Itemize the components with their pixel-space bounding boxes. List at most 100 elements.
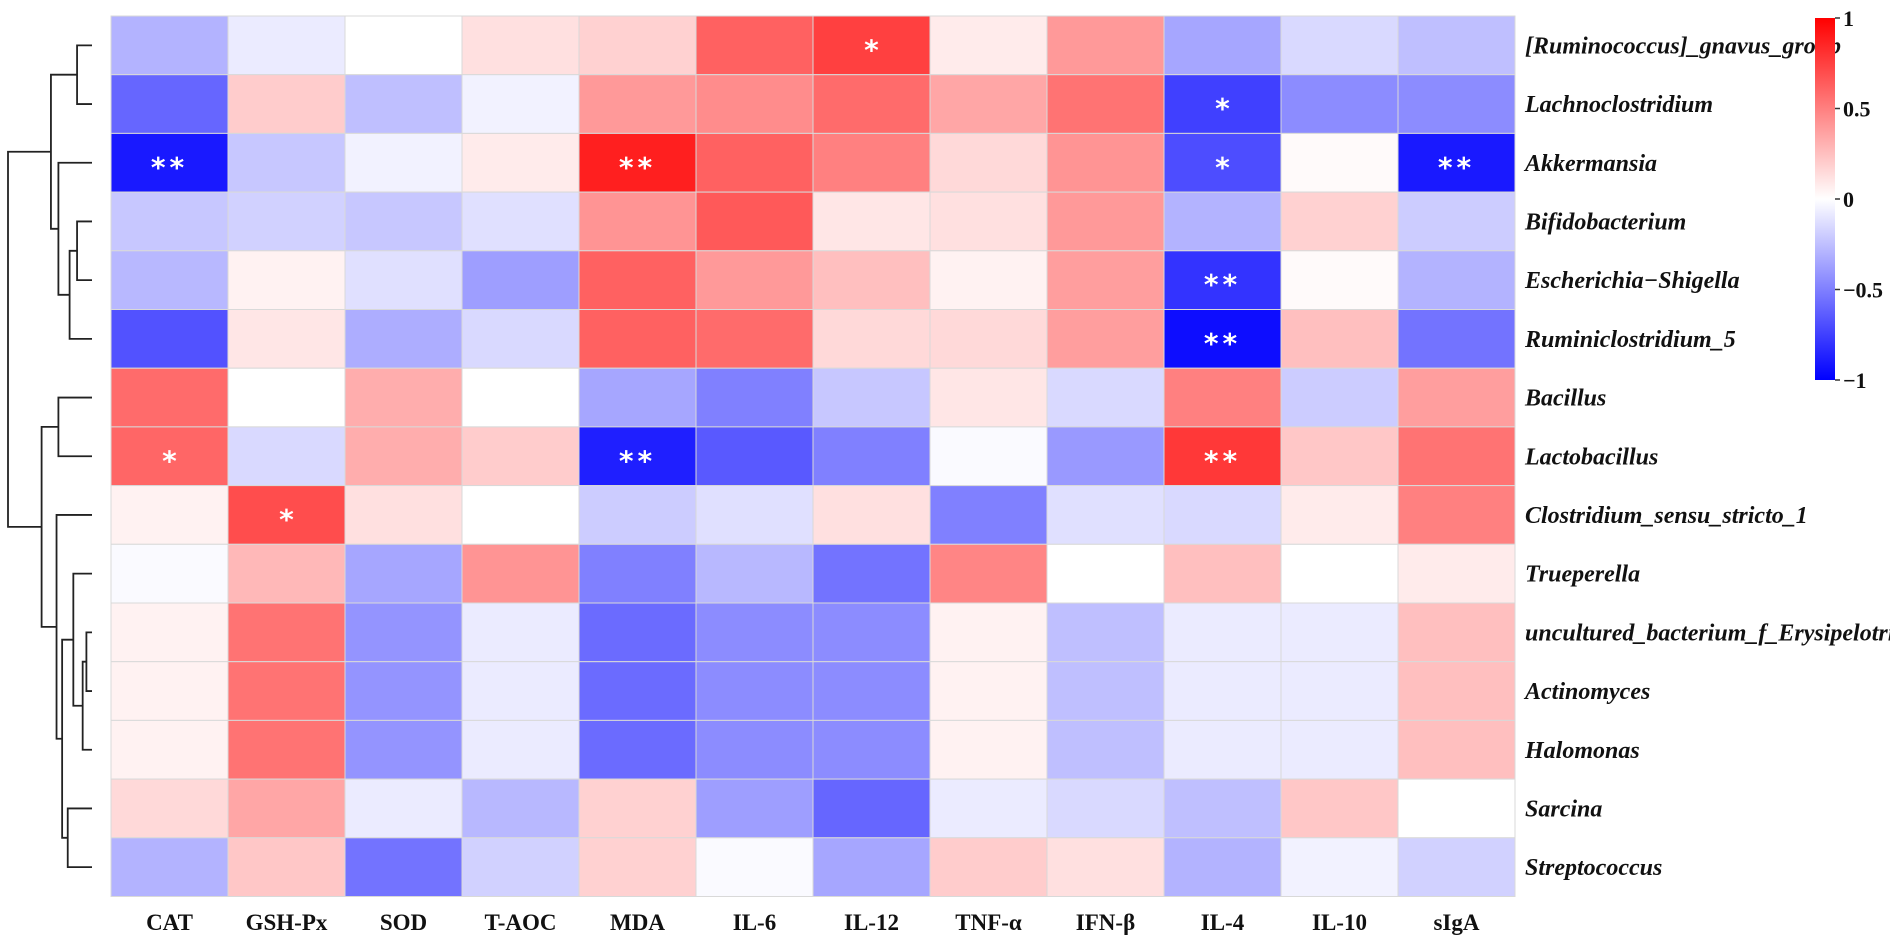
column-label: IFN-β (1076, 910, 1135, 935)
heatmap-cell (1046, 719, 1165, 780)
heatmap-cell (227, 837, 346, 897)
heatmap-cell (929, 309, 1048, 369)
row-labels: [Ruminococcus]_gnavus_group Lachnoclostri… (1523, 33, 1890, 881)
heatmap-cell (1397, 602, 1516, 663)
heatmap-cell (110, 74, 229, 134)
heatmap-cell (227, 719, 346, 780)
legend-tick-label: 1 (1843, 6, 1854, 31)
heatmap-cell (461, 778, 580, 839)
heatmap-cell (578, 191, 697, 252)
column-label: TNF-α (955, 910, 1022, 935)
heatmap-cell (578, 661, 697, 721)
heatmap-cell (1280, 426, 1399, 487)
heatmap-cell (1280, 132, 1399, 193)
heatmap-cell (812, 426, 931, 487)
heatmap-cell (1280, 367, 1399, 428)
heatmap-cell (1397, 426, 1516, 487)
heatmap-cell (929, 719, 1048, 780)
heatmap-cell (227, 250, 346, 311)
heatmap-cell (1397, 15, 1516, 76)
heatmap-cell (929, 426, 1048, 487)
heatmap-cell (1163, 426, 1282, 487)
heatmap-cell (227, 661, 346, 721)
heatmap-cell (461, 367, 580, 428)
heatmap-cell (812, 15, 931, 76)
heatmap-cell (1163, 132, 1282, 193)
heatmap-cell (1163, 719, 1282, 780)
heatmap-cell (1046, 191, 1165, 252)
heatmap-cell (1163, 191, 1282, 252)
heatmap-cell (1046, 485, 1165, 545)
heatmap-cell (812, 250, 931, 311)
row-label: [Ruminococcus]_gnavus_group (1525, 33, 1841, 59)
heatmap-cell (578, 719, 697, 780)
heatmap-cell (1397, 367, 1516, 428)
heatmap-cell (812, 367, 931, 428)
heatmap-cell (344, 426, 463, 487)
heatmap-cell (1280, 837, 1399, 897)
heatmap-cell (1046, 426, 1165, 487)
heatmap-cell (929, 602, 1048, 663)
heatmap-cell (461, 543, 580, 604)
column-label: IL-10 (1312, 910, 1367, 935)
heatmap-cell (1163, 778, 1282, 839)
heatmap-cell (1397, 485, 1516, 545)
heatmap-cell (461, 426, 580, 487)
heatmap-cell (929, 837, 1048, 897)
heatmap-cell (344, 132, 463, 193)
heatmap-cell (227, 778, 346, 839)
heatmap-cell (1163, 602, 1282, 663)
row-label: Clostridium_sensu_stricto_1 (1525, 503, 1808, 529)
heatmap-cell (1046, 543, 1165, 604)
significance-star: * (162, 444, 177, 477)
heatmap-cell (344, 15, 463, 76)
legend-tick-label: −0.5 (1843, 278, 1883, 303)
heatmap-cell (812, 719, 931, 780)
heatmap-cell (110, 367, 229, 428)
heatmap-cell (1046, 367, 1165, 428)
heatmap-cell (695, 250, 814, 311)
heatmap-cell (1280, 485, 1399, 545)
significance-star: * (864, 33, 879, 66)
row-label: Halomonas (1524, 738, 1640, 764)
heatmap-cell (695, 367, 814, 428)
heatmap-cell (695, 837, 814, 897)
heatmap-cell (1046, 309, 1165, 369)
heatmap-cell (227, 426, 346, 487)
column-label: IL-6 (733, 910, 776, 935)
dendrogram-branch (7, 150, 51, 528)
row-label: Bifidobacterium (1524, 209, 1686, 235)
heatmap-cell (344, 309, 463, 369)
heatmap-cell (929, 778, 1048, 839)
heatmap-cell (578, 485, 697, 545)
heatmap-cell (461, 719, 580, 780)
significance-marks: **** ** * ******* ** *** (151, 33, 1471, 536)
heatmap-cell (344, 661, 463, 721)
column-label: GSH-Px (246, 910, 328, 935)
heatmap-cell (110, 191, 229, 252)
heatmap-cell (227, 132, 346, 193)
heatmap-cell (227, 367, 346, 428)
heatmap-cell (1046, 602, 1165, 663)
heatmap-cell (110, 426, 229, 487)
heatmap-cell (812, 543, 931, 604)
heatmap-cell (929, 132, 1048, 193)
heatmap-cell (110, 778, 229, 839)
heatmap-cell (578, 367, 697, 428)
heatmap-cell (578, 602, 697, 663)
heatmap-cell (461, 15, 580, 76)
heatmap-cell (227, 309, 346, 369)
legend-tick-label: −1 (1843, 368, 1867, 393)
heatmap-cell (578, 15, 697, 76)
heatmap-cell (1163, 15, 1282, 76)
heatmap-cell (461, 309, 580, 369)
row-label: Trueperella (1525, 562, 1640, 588)
heatmap-cell (1046, 661, 1165, 721)
dendrogram-branch (76, 44, 92, 105)
row-label: Bacillus (1524, 386, 1606, 412)
heatmap-cell (461, 250, 580, 311)
heatmap-cell (227, 602, 346, 663)
legend-color-bar (1815, 18, 1835, 380)
column-label: SOD (380, 910, 427, 935)
